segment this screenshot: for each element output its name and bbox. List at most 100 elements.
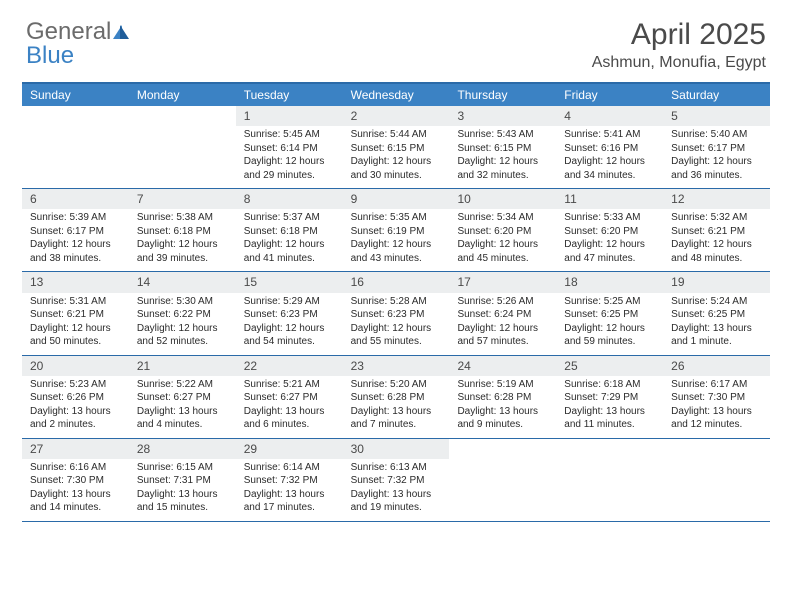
day-cell: 30Sunrise: 6:13 AMSunset: 7:32 PMDayligh… [343,439,450,521]
day-detail: Sunrise: 5:21 AMSunset: 6:27 PMDaylight:… [236,376,343,432]
sunset-text: Sunset: 7:32 PM [244,474,335,488]
sunset-text: Sunset: 6:19 PM [351,225,442,239]
logo-triangle2-icon [120,25,129,39]
day-number: 26 [663,356,770,376]
day-number: 22 [236,356,343,376]
sunrise-text: Sunrise: 5:35 AM [351,211,442,225]
day-number: 14 [129,272,236,292]
sunrise-text: Sunrise: 5:44 AM [351,128,442,142]
day-number: 11 [556,189,663,209]
sunset-text: Sunset: 6:28 PM [457,391,548,405]
daylight-text-2: and 14 minutes. [30,501,121,515]
day-header-monday: Monday [129,84,236,106]
day-cell: 24Sunrise: 5:19 AMSunset: 6:28 PMDayligh… [449,356,556,438]
sunset-text: Sunset: 6:26 PM [30,391,121,405]
day-cell: 28Sunrise: 6:15 AMSunset: 7:31 PMDayligh… [129,439,236,521]
sunset-text: Sunset: 6:17 PM [30,225,121,239]
day-cell: 23Sunrise: 5:20 AMSunset: 6:28 PMDayligh… [343,356,450,438]
sunrise-text: Sunrise: 5:38 AM [137,211,228,225]
day-number: 25 [556,356,663,376]
daylight-text-1: Daylight: 12 hours [564,155,655,169]
day-number: 3 [449,106,556,126]
week-row: 20Sunrise: 5:23 AMSunset: 6:26 PMDayligh… [22,356,770,439]
daylight-text-2: and 32 minutes. [457,169,548,183]
daylight-text-2: and 6 minutes. [244,418,335,432]
day-detail: Sunrise: 5:22 AMSunset: 6:27 PMDaylight:… [129,376,236,432]
daylight-text-2: and 48 minutes. [671,252,762,266]
sunset-text: Sunset: 7:30 PM [30,474,121,488]
daylight-text-2: and 52 minutes. [137,335,228,349]
sunrise-text: Sunrise: 5:45 AM [244,128,335,142]
daylight-text-2: and 17 minutes. [244,501,335,515]
daylight-text-2: and 50 minutes. [30,335,121,349]
day-number: 4 [556,106,663,126]
logo-text-2: Blue [26,42,74,70]
empty-cell [22,106,129,188]
sunset-text: Sunset: 6:23 PM [244,308,335,322]
sunset-text: Sunset: 6:14 PM [244,142,335,156]
daylight-text-2: and 54 minutes. [244,335,335,349]
daylight-text-2: and 7 minutes. [351,418,442,432]
day-cell: 21Sunrise: 5:22 AMSunset: 6:27 PMDayligh… [129,356,236,438]
sunrise-text: Sunrise: 5:25 AM [564,295,655,309]
daylight-text-2: and 39 minutes. [137,252,228,266]
week-row: 1Sunrise: 5:45 AMSunset: 6:14 PMDaylight… [22,106,770,189]
sunrise-text: Sunrise: 5:30 AM [137,295,228,309]
sunset-text: Sunset: 6:22 PM [137,308,228,322]
calendar: SundayMondayTuesdayWednesdayThursdayFrid… [22,82,770,522]
day-header-wednesday: Wednesday [343,84,450,106]
daylight-text-1: Daylight: 13 hours [564,405,655,419]
day-cell: 25Sunrise: 6:18 AMSunset: 7:29 PMDayligh… [556,356,663,438]
daylight-text-1: Daylight: 12 hours [30,322,121,336]
daylight-text-2: and 41 minutes. [244,252,335,266]
empty-cell [449,439,556,521]
sunset-text: Sunset: 7:30 PM [671,391,762,405]
day-cell: 18 Sunrise: 5:25 AMSunset: 6:25 PMDayligh… [556,272,663,354]
day-cell: 22Sunrise: 5:21 AMSunset: 6:27 PMDayligh… [236,356,343,438]
daylight-text-2: and 29 minutes. [244,169,335,183]
sunrise-text: Sunrise: 5:21 AM [244,378,335,392]
day-detail: Sunrise: 6:13 AMSunset: 7:32 PMDaylight:… [343,459,450,515]
day-cell: 7Sunrise: 5:38 AMSunset: 6:18 PMDaylight… [129,189,236,271]
sunrise-text: Sunrise: 6:13 AM [351,461,442,475]
day-detail: Sunrise: 5:39 AMSunset: 6:17 PMDaylight:… [22,209,129,265]
day-detail: Sunrise: 5:19 AMSunset: 6:28 PMDaylight:… [449,376,556,432]
sunrise-text: Sunrise: 6:18 AM [564,378,655,392]
daylight-text-1: Daylight: 12 hours [564,322,655,336]
daylight-text-2: and 43 minutes. [351,252,442,266]
day-cell: 19Sunrise: 5:24 AMSunset: 6:25 PMDayligh… [663,272,770,354]
sunrise-text: Sunrise: 5:39 AM [30,211,121,225]
day-number: 21 [129,356,236,376]
header: General April 2025 Ashmun, Monufia, Egyp… [0,0,792,78]
day-header-saturday: Saturday [663,84,770,106]
daylight-text-1: Daylight: 13 hours [671,322,762,336]
day-number: 18 [556,272,663,292]
day-cell: 9Sunrise: 5:35 AMSunset: 6:19 PMDaylight… [343,189,450,271]
sunrise-text: Sunrise: 6:16 AM [30,461,121,475]
daylight-text-2: and 55 minutes. [351,335,442,349]
day-number: 24 [449,356,556,376]
day-detail: Sunrise: 5:35 AMSunset: 6:19 PMDaylight:… [343,209,450,265]
day-number: 10 [449,189,556,209]
sunset-text: Sunset: 6:25 PM [671,308,762,322]
daylight-text-1: Daylight: 12 hours [457,238,548,252]
sunrise-text: Sunrise: 5:43 AM [457,128,548,142]
day-number: 17 [449,272,556,292]
daylight-text-1: Daylight: 13 hours [244,488,335,502]
day-cell: 26Sunrise: 6:17 AMSunset: 7:30 PMDayligh… [663,356,770,438]
day-detail: Sunrise: 5:29 AMSunset: 6:23 PMDaylight:… [236,293,343,349]
day-detail: Sunrise: 5:38 AMSunset: 6:18 PMDaylight:… [129,209,236,265]
day-detail: Sunrise: 5:20 AMSunset: 6:28 PMDaylight:… [343,376,450,432]
sunrise-text: Sunrise: 5:40 AM [671,128,762,142]
daylight-text-2: and 30 minutes. [351,169,442,183]
sunrise-text: Sunrise: 5:19 AM [457,378,548,392]
sunset-text: Sunset: 6:18 PM [244,225,335,239]
daylight-text-1: Daylight: 12 hours [137,322,228,336]
sunrise-text: Sunrise: 5:33 AM [564,211,655,225]
day-cell: 4Sunrise: 5:41 AMSunset: 6:16 PMDaylight… [556,106,663,188]
day-detail: Sunrise: 6:17 AMSunset: 7:30 PMDaylight:… [663,376,770,432]
daylight-text-2: and 19 minutes. [351,501,442,515]
day-number: 19 [663,272,770,292]
sunset-text: Sunset: 6:25 PM [564,308,655,322]
sunrise-text: Sunrise: 5:29 AM [244,295,335,309]
